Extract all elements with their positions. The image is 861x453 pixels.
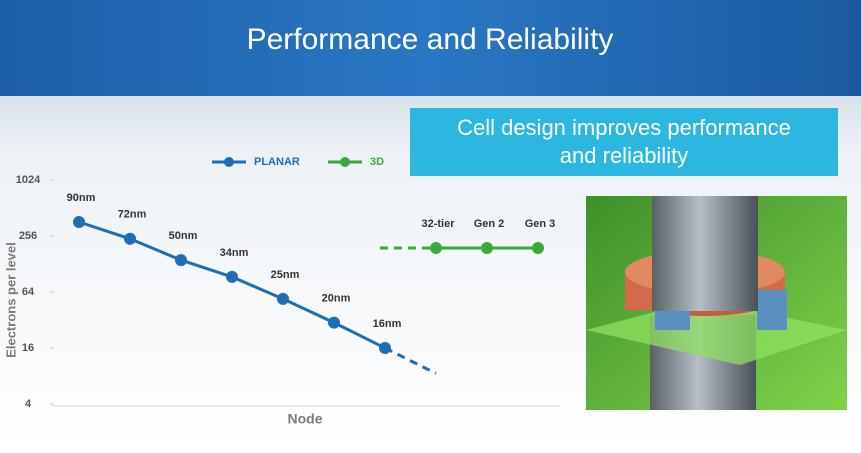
data-point xyxy=(175,254,187,267)
chart: Electrons per level Node xyxy=(3,242,560,427)
y-tick-label: 1024 xyxy=(16,174,41,186)
data-point xyxy=(277,292,289,305)
callout-box xyxy=(410,108,838,176)
point-label: 90nm xyxy=(67,192,96,204)
point-label: Gen 2 xyxy=(474,218,505,230)
slide-title: Performance and Reliability xyxy=(247,23,614,56)
data-point xyxy=(532,242,544,255)
point-label: 16nm xyxy=(373,318,402,330)
legend-label: 3D xyxy=(370,156,384,168)
data-point xyxy=(328,316,340,329)
legend-label: PLANAR xyxy=(254,156,300,168)
data-point xyxy=(481,242,493,255)
point-label: 32-tier xyxy=(421,218,455,230)
x-axis-label: Node xyxy=(288,411,323,427)
callout-wrap: Cell design improves performance and rel… xyxy=(457,115,791,168)
point-label: 34nm xyxy=(220,247,249,259)
point-label: Gen 3 xyxy=(525,218,556,230)
data-point xyxy=(73,216,85,229)
header-band xyxy=(0,0,861,96)
cell-illustration xyxy=(586,196,847,410)
y-tick-label: 16 xyxy=(22,342,34,354)
ring-cut-right xyxy=(757,290,787,330)
point-label: 50nm xyxy=(169,230,198,242)
y-tick-label: 4 xyxy=(25,398,32,410)
y-axis-label: Electrons per level xyxy=(3,242,18,358)
legend-dot xyxy=(224,157,234,167)
point-label: 25nm xyxy=(271,269,300,281)
data-point xyxy=(379,342,391,354)
y-tick-label: 64 xyxy=(22,286,35,298)
y-tick-label: 256 xyxy=(19,230,37,242)
trend-extension xyxy=(384,346,437,375)
data-point xyxy=(430,242,442,255)
data-point xyxy=(124,232,136,245)
legend-dot xyxy=(340,157,350,167)
point-label: 20nm xyxy=(322,293,351,305)
point-label: 72nm xyxy=(118,209,147,221)
data-point xyxy=(226,270,238,283)
callout-text: Cell design improves performance and rel… xyxy=(457,115,791,168)
green-plate xyxy=(586,300,847,365)
upper-pillar xyxy=(652,196,758,311)
